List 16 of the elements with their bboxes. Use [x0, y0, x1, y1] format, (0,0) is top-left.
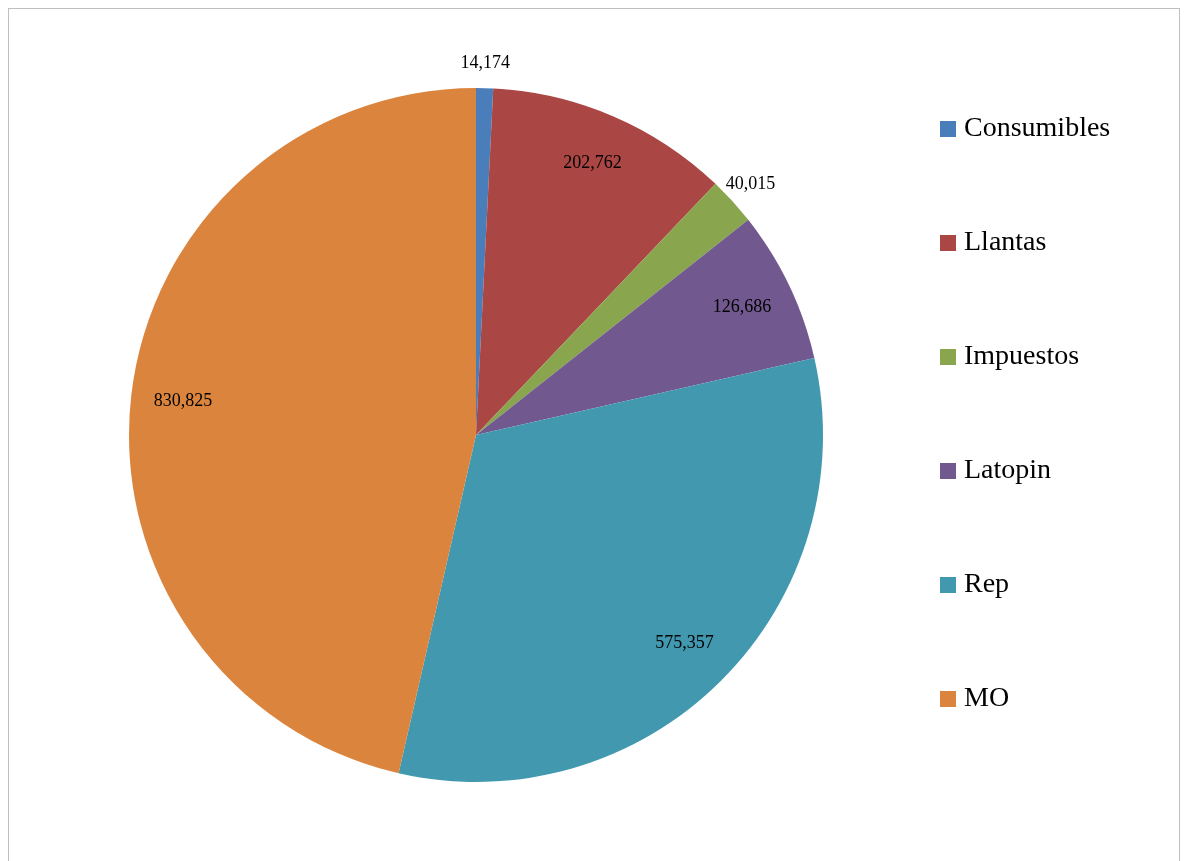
data-label: 830,825 — [153, 390, 213, 411]
legend-label: Consumibles — [964, 111, 1111, 143]
legend-label: Rep — [964, 567, 1010, 599]
legend-label: Llantas — [964, 225, 1047, 257]
data-label: 40,015 — [725, 173, 776, 194]
legend-label: Latopin — [964, 453, 1052, 485]
data-label: 14,174 — [460, 51, 510, 72]
data-label: 126,686 — [712, 295, 772, 316]
legend-label: MO — [964, 681, 1010, 713]
data-label: 202,762 — [563, 152, 622, 173]
pie-slice — [476, 88, 716, 435]
pie-slice — [129, 88, 476, 774]
data-label: 575,357 — [655, 631, 714, 652]
legend-label: Impuestos — [964, 339, 1080, 371]
pie-slice — [398, 357, 823, 782]
pie-slice — [476, 219, 815, 435]
